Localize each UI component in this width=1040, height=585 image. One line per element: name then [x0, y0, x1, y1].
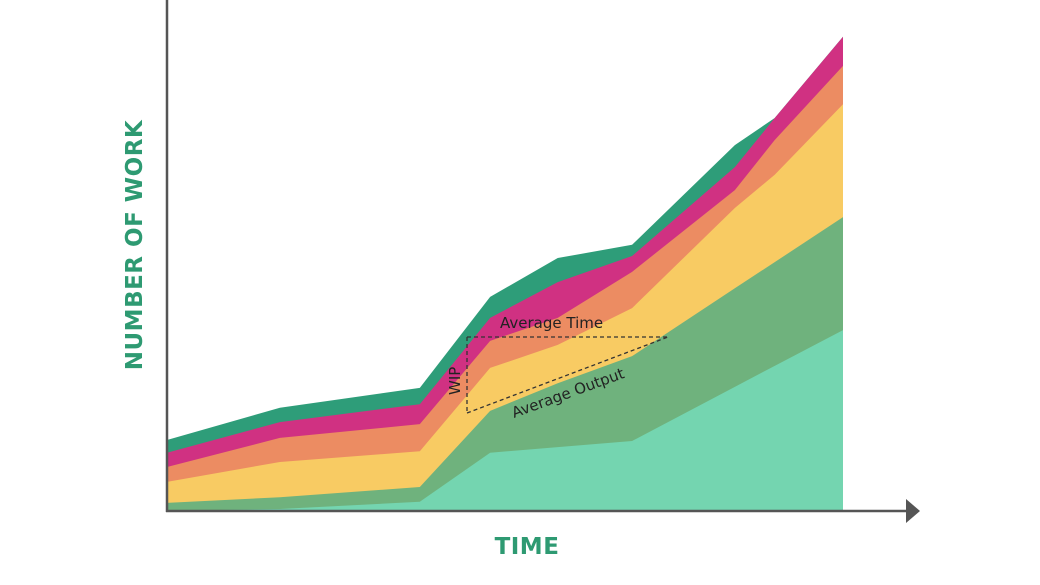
x-axis-arrow-icon: [906, 499, 920, 523]
stacked-areas: [167, 36, 843, 512]
annotation-wip: WIP: [446, 367, 464, 395]
y-axis-title: NUMBER OF WORK: [122, 119, 148, 370]
annotation-average-time: Average Time: [500, 314, 603, 332]
area-band-1: [167, 330, 843, 511]
x-axis-title: TIME: [495, 534, 560, 560]
littles-law-triangle: [466, 336, 669, 414]
average-output-line: [466, 336, 669, 414]
